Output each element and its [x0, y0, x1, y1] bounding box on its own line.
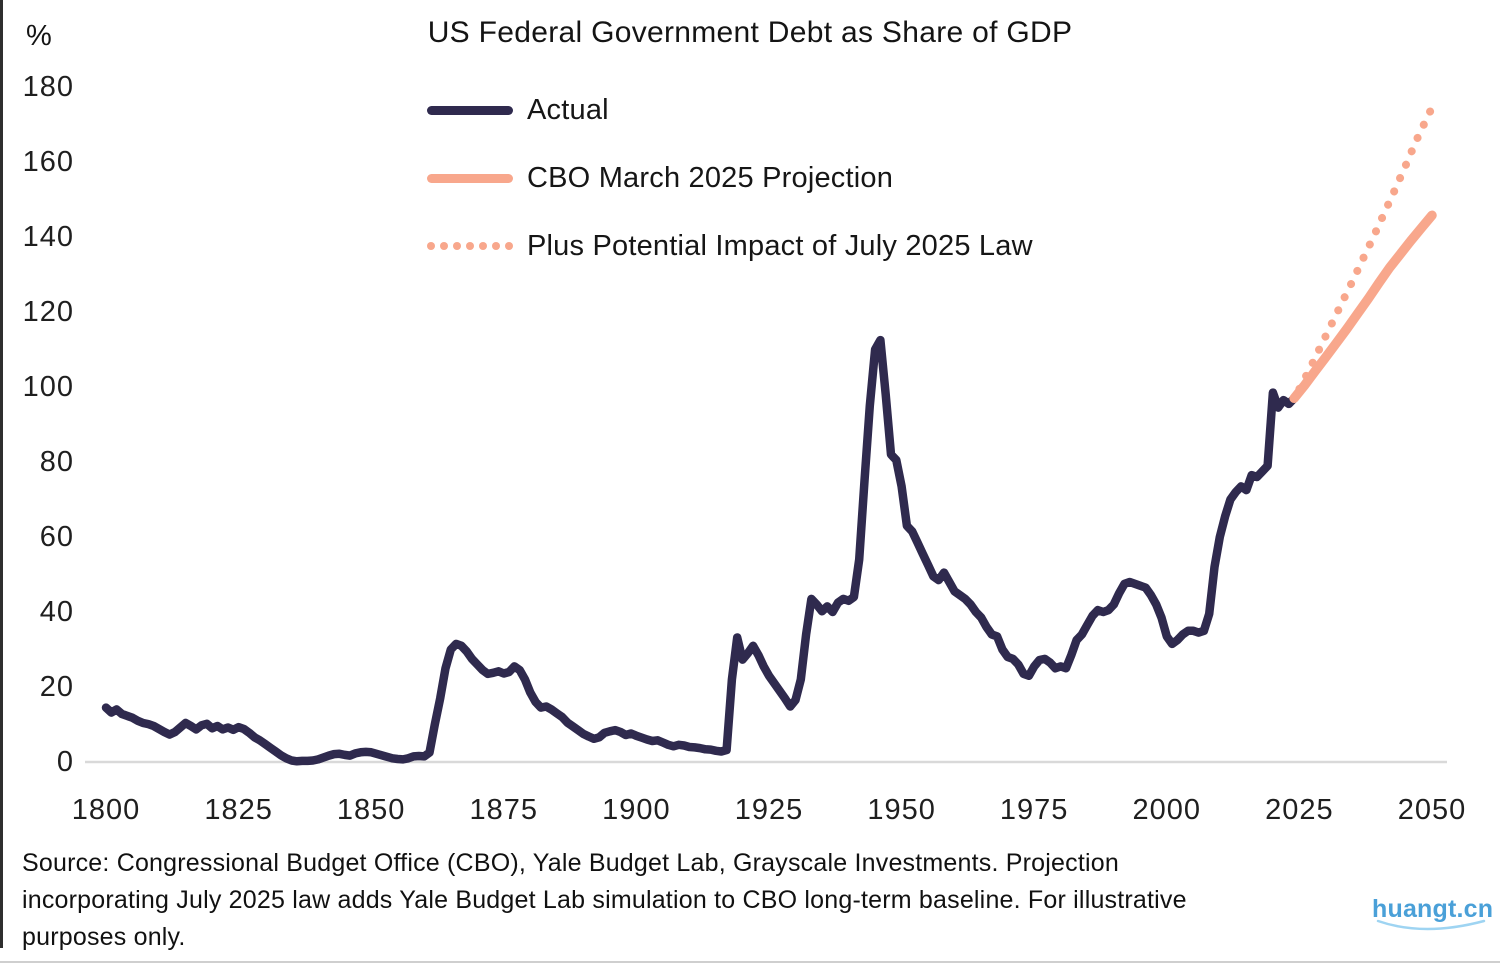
- y-tick-label: 20: [39, 671, 74, 703]
- left-border-line: [0, 0, 3, 948]
- x-tick-label: 2025: [1265, 794, 1334, 826]
- chart-title: US Federal Government Debt as Share of G…: [427, 16, 1073, 49]
- y-tick-label: 60: [39, 521, 74, 553]
- series-cbo-projection-line: [1289, 210, 1437, 404]
- legend-swatch-cbo-projection-line: [427, 173, 513, 183]
- legend-item-actual: Actual: [427, 92, 1033, 128]
- x-tick-label: 2050: [1397, 794, 1467, 826]
- legend-item-plus-law: Plus Potential Impact of July 2025 Law: [427, 228, 1033, 264]
- x-tick-label: 1800: [71, 794, 141, 826]
- source-note-line-2: incorporating July 2025 law adds Yale Bu…: [22, 886, 1187, 914]
- x-tick-label: 1900: [602, 794, 671, 826]
- y-tick-label: 160: [22, 146, 74, 178]
- legend-swatch-actual-line: [427, 105, 513, 115]
- watermark-swoosh-icon: [1376, 919, 1486, 931]
- x-tick-label: 2000: [1132, 794, 1202, 826]
- y-tick-label: 140: [22, 221, 74, 253]
- x-tick-label: 1950: [867, 794, 936, 826]
- bottom-border-line: [0, 961, 1500, 963]
- legend-label-cbo-projection: CBO March 2025 Projection: [527, 161, 894, 194]
- y-tick-label: 180: [22, 71, 74, 103]
- x-tick-label: 1850: [336, 794, 406, 826]
- series-actual-line: [101, 335, 1299, 766]
- watermark-text: huangt.cn: [1372, 895, 1494, 923]
- source-note-line-3: purposes only.: [22, 923, 186, 951]
- legend-item-cbo-projection: CBO March 2025 Projection: [427, 160, 1033, 196]
- y-tick-label: 120: [22, 296, 74, 328]
- legend-swatch-dotted-line: [427, 242, 513, 250]
- y-tick-label: 80: [39, 446, 74, 478]
- x-tick-label: 1825: [204, 794, 273, 826]
- x-tick-label: 1975: [999, 794, 1069, 826]
- y-tick-label: 100: [22, 371, 74, 403]
- source-note-line-1: Source: Congressional Budget Office (CBO…: [22, 849, 1119, 877]
- y-axis-unit-label: %: [26, 20, 52, 52]
- legend-label-plus-law: Plus Potential Impact of July 2025 Law: [527, 229, 1033, 262]
- legend: Actual CBO March 2025 Projection Plus Po…: [427, 92, 1033, 296]
- legend-label-actual: Actual: [527, 93, 609, 126]
- x-tick-label: 1925: [734, 794, 804, 826]
- y-tick-label: 0: [56, 746, 74, 778]
- y-tick-label: 40: [39, 596, 74, 628]
- source-note: Source: Congressional Budget Office (CBO…: [22, 845, 1187, 956]
- series-plus-law-dotted-line: [1295, 103, 1436, 393]
- watermark: huangt.cn: [1372, 895, 1494, 941]
- x-tick-label: 1875: [469, 794, 539, 826]
